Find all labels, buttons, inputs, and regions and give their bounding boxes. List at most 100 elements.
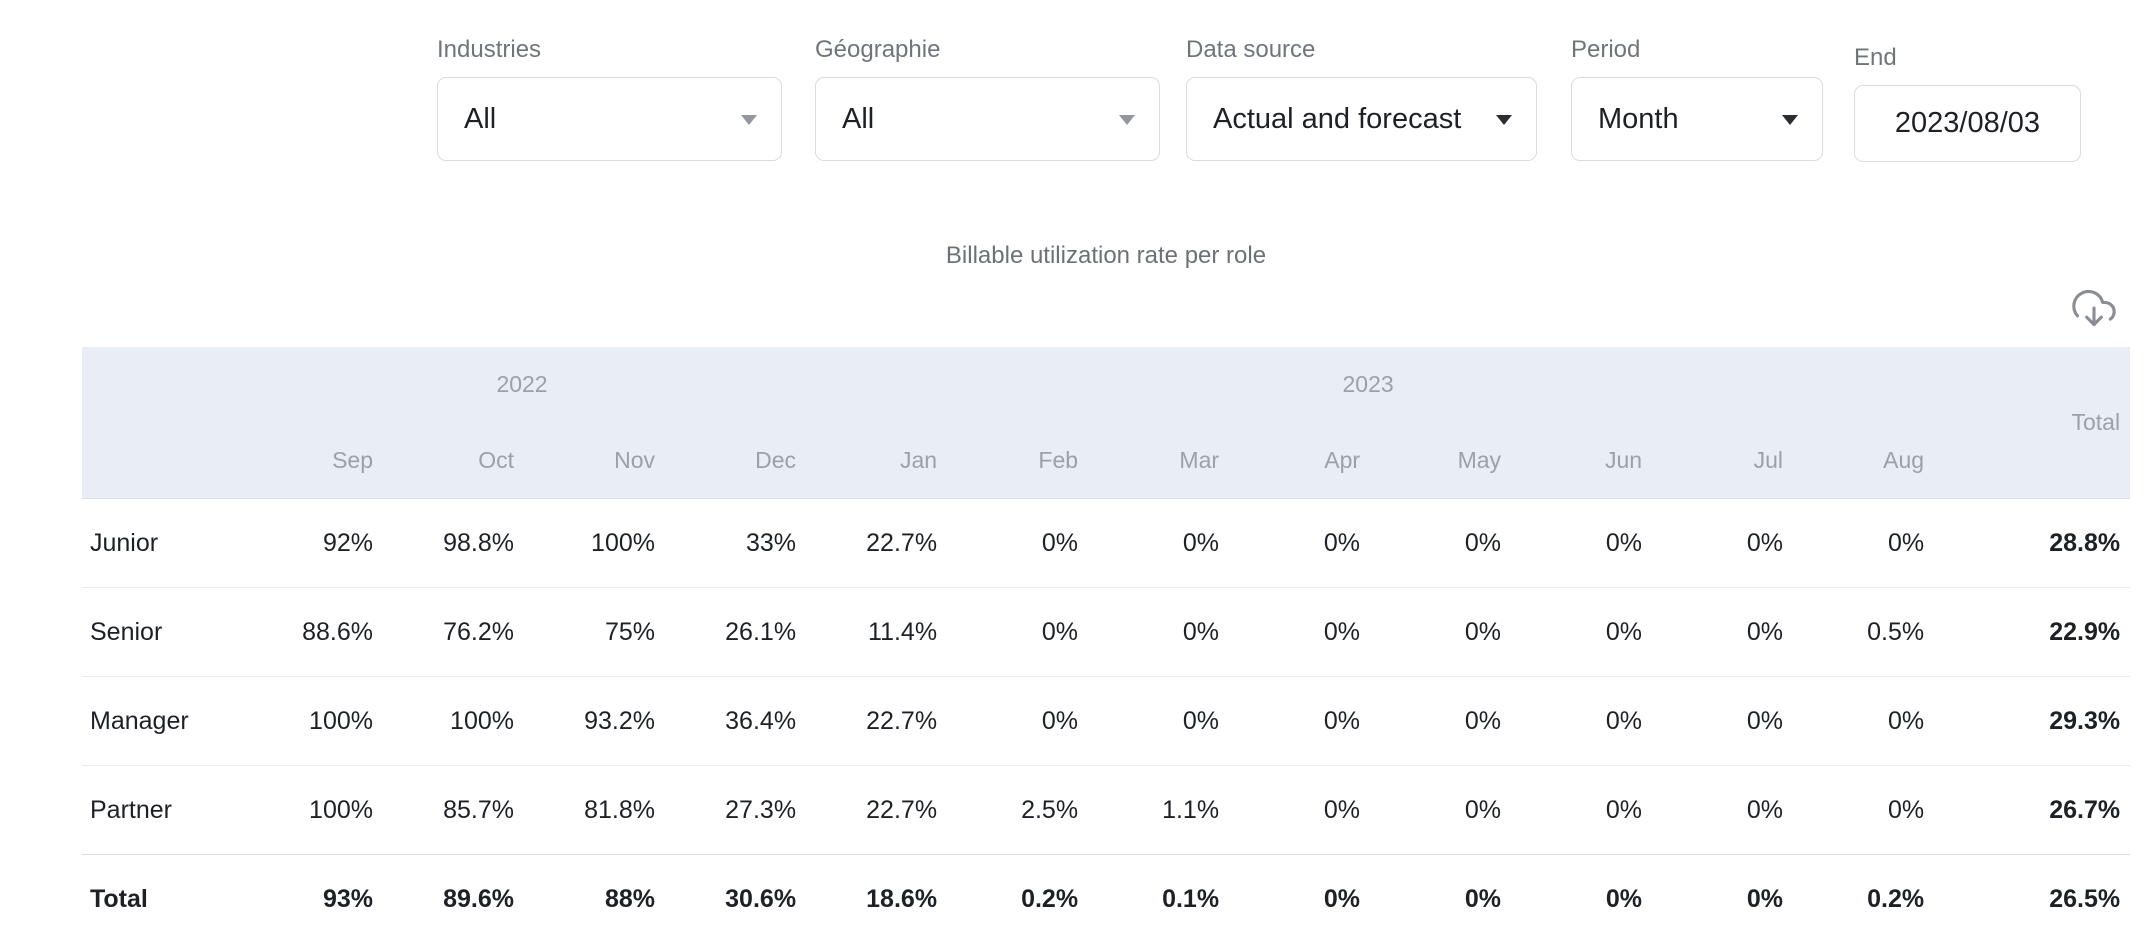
value-cell: 0% xyxy=(1746,706,1784,735)
value-cell: 30.6% xyxy=(725,884,797,913)
month-header-row: Sep Oct Nov Dec Jan Feb Mar Apr May Jun … xyxy=(82,422,2130,499)
role-cell: Partner xyxy=(90,795,172,824)
value-cell: 0% xyxy=(1182,528,1220,557)
filter-geographie-label: Géographie xyxy=(815,36,941,63)
value-cell: 0% xyxy=(1323,528,1361,557)
filter-data-source-value: Actual and forecast xyxy=(1213,102,1462,135)
value-cell: 0% xyxy=(1464,617,1502,646)
month-header-mar: Mar xyxy=(1086,422,1228,499)
value-cell: 0% xyxy=(1746,795,1784,824)
cloud-download-icon xyxy=(2072,289,2116,327)
value-cell: 36.4% xyxy=(725,706,797,735)
chevron-down-icon xyxy=(1496,115,1512,125)
value-cell: 22.7% xyxy=(866,706,938,735)
value-cell: 100% xyxy=(450,706,514,735)
value-cell: 22.7% xyxy=(866,795,938,824)
value-cell: 27.3% xyxy=(725,795,797,824)
row-total-cell: 26.5% xyxy=(2049,884,2121,913)
value-cell: 100% xyxy=(309,706,373,735)
filter-industries-value: All xyxy=(464,102,497,135)
month-header-feb: Feb xyxy=(945,422,1087,499)
filter-period-value: Month xyxy=(1598,102,1679,135)
value-cell: 0% xyxy=(1323,795,1361,824)
value-cell: 1.1% xyxy=(1162,795,1220,824)
chevron-down-icon xyxy=(1119,115,1135,125)
empty-cell xyxy=(82,422,240,499)
value-cell: 0% xyxy=(1887,795,1925,824)
value-cell: 0.2% xyxy=(1021,884,1079,913)
value-cell: 100% xyxy=(591,528,655,557)
value-cell: 0% xyxy=(1605,706,1643,735)
value-cell: 0% xyxy=(1182,706,1220,735)
value-cell: 22.7% xyxy=(866,528,938,557)
filter-end: End xyxy=(1854,44,2081,162)
month-header-jun: Jun xyxy=(1509,422,1651,499)
filter-end-input[interactable] xyxy=(1854,85,2081,162)
month-header-jul: Jul xyxy=(1650,422,1792,499)
value-cell: 11.4% xyxy=(868,617,938,646)
row-total-cell: 29.3% xyxy=(2049,706,2121,735)
value-cell: 33% xyxy=(746,528,797,557)
filter-period-select[interactable]: Month xyxy=(1571,77,1823,161)
table-row-senior: Senior 88.6% 76.2% 75% 26.1% 11.4% 0% 0%… xyxy=(82,587,2131,677)
value-cell: 0% xyxy=(1464,528,1502,557)
value-cell: 0% xyxy=(1605,528,1643,557)
utilization-table: 2022 2023 Total Sep Oct Nov Dec Jan Feb … xyxy=(82,347,2131,942)
filter-period-label: Period xyxy=(1571,36,1641,63)
row-total-cell: 28.8% xyxy=(2049,528,2121,557)
corner-cell xyxy=(82,347,240,422)
filter-data-source: Data source Actual and forecast xyxy=(1186,36,1537,161)
value-cell: 0% xyxy=(1464,884,1502,913)
value-cell: 92% xyxy=(322,528,373,557)
month-header-apr: Apr xyxy=(1227,422,1369,499)
value-cell: 0% xyxy=(1464,706,1502,735)
row-total-cell: 26.7% xyxy=(2049,795,2121,824)
filter-end-label: End xyxy=(1854,44,1897,71)
chevron-down-icon xyxy=(741,115,757,125)
value-cell: 93.2% xyxy=(584,706,655,735)
filter-industries-label: Industries xyxy=(437,36,542,63)
value-cell: 0% xyxy=(1041,617,1079,646)
value-cell: 0% xyxy=(1605,617,1643,646)
download-button[interactable] xyxy=(2066,282,2122,336)
value-cell: 0% xyxy=(1746,617,1784,646)
table-row-partner: Partner 100% 85.7% 81.8% 27.3% 22.7% 2.5… xyxy=(82,765,2131,855)
value-cell: 0.2% xyxy=(1867,884,1925,913)
year-header-row: 2022 2023 Total xyxy=(82,347,2131,499)
table-row-total: Total 93% 89.6% 88% 30.6% 18.6% 0.2% 0.1… xyxy=(82,854,2131,942)
value-cell: 89.6% xyxy=(443,884,514,913)
value-cell: 0% xyxy=(1605,884,1643,913)
value-cell: 100% xyxy=(309,795,373,824)
chart-title: Billable utilization rate per role xyxy=(945,242,1267,269)
value-cell: 0% xyxy=(1041,528,1079,557)
month-header-nov: Nov xyxy=(522,422,663,499)
value-cell: 93% xyxy=(322,884,373,913)
value-cell: 88.6% xyxy=(302,617,373,646)
role-cell: Manager xyxy=(90,706,189,735)
value-cell: 2.5% xyxy=(1021,795,1079,824)
value-cell: 0% xyxy=(1605,795,1643,824)
value-cell: 0% xyxy=(1746,884,1784,913)
value-cell: 0.1% xyxy=(1162,884,1220,913)
value-cell: 76.2% xyxy=(443,617,514,646)
month-header-oct: Oct xyxy=(381,422,522,499)
filter-geographie-select[interactable]: All xyxy=(815,77,1160,161)
value-cell: 85.7% xyxy=(443,795,514,824)
role-cell: Senior xyxy=(90,617,163,646)
filter-geographie: Géographie All xyxy=(815,36,1160,161)
filter-industries-select[interactable]: All xyxy=(437,77,782,161)
month-header-dec: Dec xyxy=(663,422,805,499)
table-header: 2022 2023 Total Sep Oct Nov Dec Jan Feb … xyxy=(82,347,2131,499)
value-cell: 26.1% xyxy=(725,617,797,646)
filter-data-source-select[interactable]: Actual and forecast xyxy=(1186,77,1537,161)
value-cell: 0% xyxy=(1323,884,1361,913)
table-row-manager: Manager 100% 100% 93.2% 36.4% 22.7% 0% 0… xyxy=(82,676,2131,766)
value-cell: 0% xyxy=(1323,706,1361,735)
value-cell: 88% xyxy=(604,884,655,913)
month-header-may: May xyxy=(1368,422,1510,499)
value-cell: 0% xyxy=(1887,528,1925,557)
value-cell: 0% xyxy=(1887,706,1925,735)
month-header-sep: Sep xyxy=(240,422,381,499)
filter-geographie-value: All xyxy=(842,102,875,135)
